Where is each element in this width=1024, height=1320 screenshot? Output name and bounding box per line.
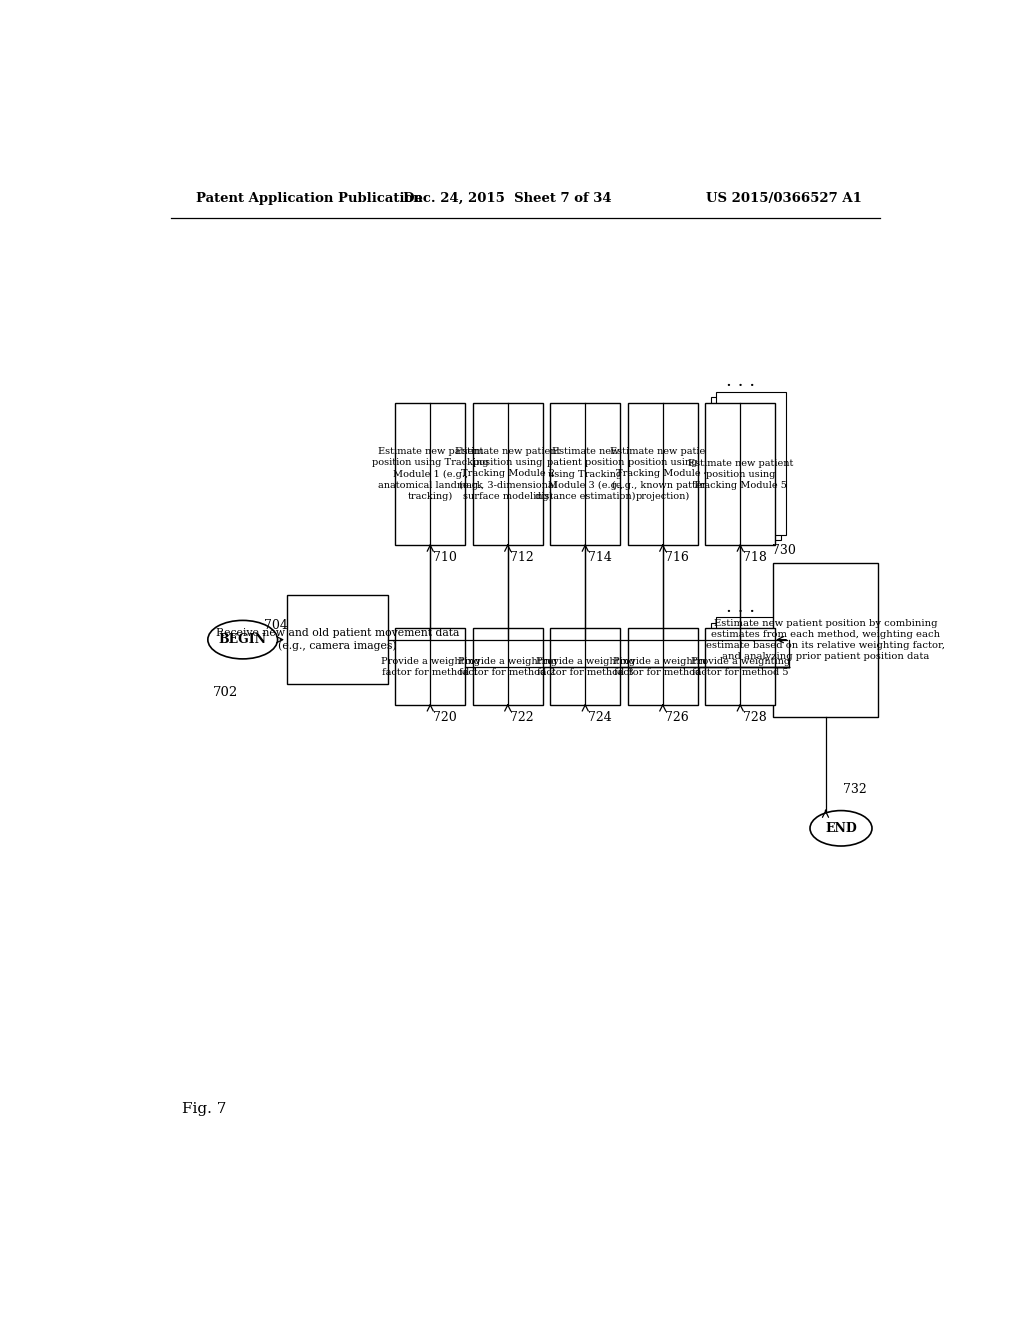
Bar — [550, 403, 621, 545]
Text: Provide a weighting
factor for method 4: Provide a weighting factor for method 4 — [613, 656, 713, 677]
Ellipse shape — [208, 620, 278, 659]
Text: Estimate new patient
position using Tracking
Module 1 (e.g.,
anatomical landmark: Estimate new patient position using Trac… — [372, 447, 488, 502]
Bar — [773, 562, 878, 717]
Text: . . .: . . . — [726, 598, 755, 615]
Text: Estimate new patient
position using
Tracking Module 5: Estimate new patient position using Trac… — [687, 458, 793, 490]
Bar — [711, 397, 780, 540]
Text: Provide a weighting
factor for method 1: Provide a weighting factor for method 1 — [381, 656, 480, 677]
Text: . . .: . . . — [726, 372, 755, 391]
Text: Provide a weighting
factor for method 3: Provide a weighting factor for method 3 — [536, 656, 635, 677]
Text: Estimate new patient
position using
Tracking Module 4
(e.g., known pattern
proje: Estimate new patient position using Trac… — [610, 447, 716, 502]
Bar — [287, 595, 388, 684]
Bar — [473, 628, 543, 705]
Text: Fig. 7: Fig. 7 — [182, 1102, 226, 1117]
Text: 704: 704 — [263, 619, 288, 632]
Text: 732: 732 — [844, 783, 867, 796]
Text: Provide a weighting
factor for method 2: Provide a weighting factor for method 2 — [458, 656, 557, 677]
Text: 712: 712 — [510, 552, 534, 564]
Text: END: END — [825, 822, 857, 834]
Bar — [716, 618, 786, 694]
Text: Provide a weighting
factor for method 5: Provide a weighting factor for method 5 — [690, 656, 790, 677]
Text: Estimate new patient
position using
Tracking Module 2
(e.g., 3-dimensional
surfa: Estimate new patient position using Trac… — [455, 447, 560, 502]
Text: 722: 722 — [510, 711, 534, 723]
Text: 716: 716 — [665, 552, 689, 564]
Text: US 2015/0366527 A1: US 2015/0366527 A1 — [707, 191, 862, 205]
Text: 724: 724 — [588, 711, 611, 723]
Ellipse shape — [810, 810, 872, 846]
Bar — [716, 392, 786, 535]
Text: BEGIN: BEGIN — [219, 634, 266, 647]
Bar — [711, 623, 780, 700]
Text: Patent Application Publication: Patent Application Publication — [197, 191, 423, 205]
Bar — [473, 403, 543, 545]
Bar — [628, 628, 697, 705]
Text: Estimate new patient position by combining
estimates from each method, weighting: Estimate new patient position by combini… — [706, 619, 945, 661]
Text: 720: 720 — [432, 711, 457, 723]
Bar — [706, 628, 775, 705]
Bar — [628, 403, 697, 545]
Bar — [395, 628, 465, 705]
Bar — [706, 403, 775, 545]
Text: Receive new and old patient movement data
(e.g., camera images): Receive new and old patient movement dat… — [216, 628, 459, 651]
Text: 728: 728 — [742, 711, 766, 723]
Text: Estimate new
patient position
using Tracking
Module 3 (e.g.,
distance estimation: Estimate new patient position using Trac… — [535, 447, 636, 500]
Text: 714: 714 — [588, 552, 611, 564]
Bar — [550, 628, 621, 705]
Text: Dec. 24, 2015  Sheet 7 of 34: Dec. 24, 2015 Sheet 7 of 34 — [403, 191, 611, 205]
Bar — [395, 403, 465, 545]
Text: 702: 702 — [213, 685, 239, 698]
Text: 718: 718 — [742, 552, 766, 564]
Text: 726: 726 — [665, 711, 689, 723]
Text: 730: 730 — [772, 544, 796, 557]
Text: 710: 710 — [432, 552, 457, 564]
